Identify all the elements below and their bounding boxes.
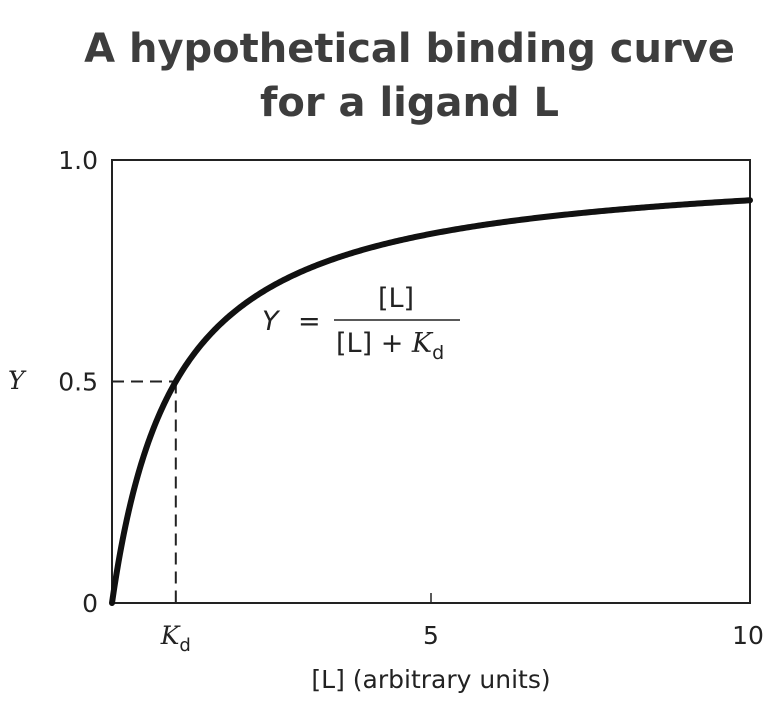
equation-denominator-sub: d — [432, 342, 444, 364]
guide-lines — [112, 380, 177, 603]
y-axis-label: Y — [8, 366, 27, 395]
x-tick-label: Kd — [160, 621, 191, 656]
chart-title-line-2: for a ligand L — [259, 80, 560, 126]
x-tick-label: 5 — [423, 621, 439, 650]
chart-title: A hypothetical binding curve for a ligan… — [0, 22, 779, 130]
equation-numerator: [L] — [378, 283, 414, 314]
x-axis-label: [L] (arbitrary units) — [311, 665, 550, 694]
y-tick-label: 0.5 — [58, 368, 98, 397]
equation-denominator-k: K — [411, 328, 434, 359]
x-ticks: Kd 5 10 — [160, 593, 764, 656]
plot-frame — [111, 159, 751, 604]
equation-annotation: Y = [L] [L] + Kd — [262, 283, 460, 364]
equation-denominator: [L] + Kd — [336, 328, 444, 364]
equation-denominator-left: [L] + — [336, 328, 412, 359]
y-tick-label: 0 — [82, 589, 98, 618]
binding-curve-line — [109, 197, 753, 606]
equation-lhs: Y — [262, 306, 281, 337]
equation-equals: = — [298, 306, 321, 337]
x-tick-label: 10 — [732, 621, 764, 650]
chart-title-line-1: A hypothetical binding curve — [84, 26, 735, 72]
y-ticks: 0 0.5 1.0 — [58, 146, 98, 618]
y-tick-label: 1.0 — [58, 146, 98, 175]
